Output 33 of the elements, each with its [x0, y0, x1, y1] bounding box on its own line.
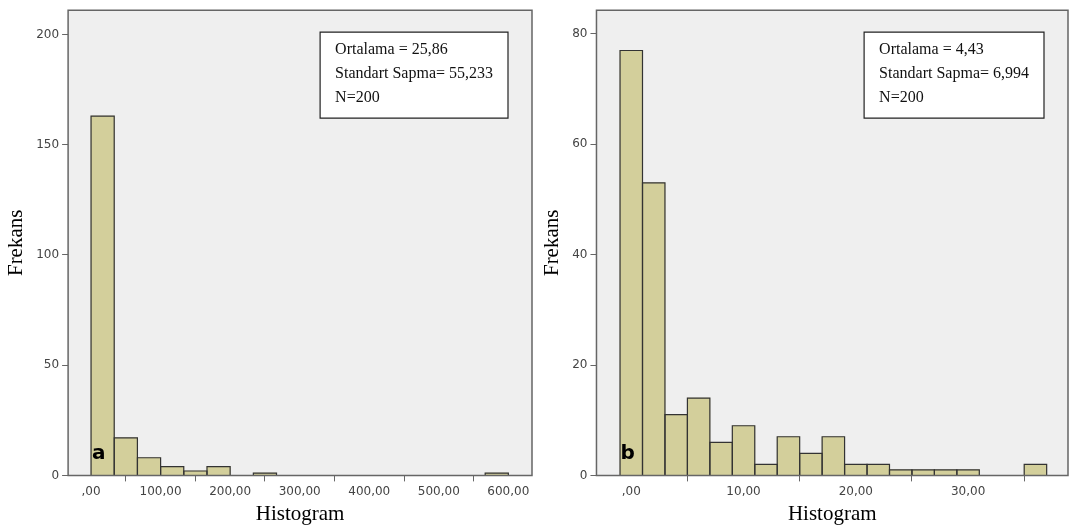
x-tick-label: 30,00 [950, 483, 986, 498]
y-tick-label: 100 [36, 247, 60, 262]
annotation: Ortalama = 4,43 [879, 40, 984, 58]
y-tick-label: 60 [572, 136, 588, 151]
y-tick-label: 40 [572, 246, 588, 261]
y-tick-label: 80 [572, 26, 588, 41]
x-tick-label: 500,00 [417, 483, 460, 498]
y-axis-title: Frekans [539, 209, 564, 277]
annotation: N=200 [335, 88, 380, 106]
annotation: Ortalama = 25,86 [335, 40, 448, 58]
x-tick-label: 200,00 [209, 483, 252, 498]
annotation: b [620, 440, 635, 465]
y-axis-title: Frekans [3, 209, 28, 277]
x-tick-label: 300,00 [278, 483, 321, 498]
x-tick-label: 600,00 [487, 483, 530, 498]
y-tick-label: 0 [51, 467, 60, 482]
y-tick-label: 0 [579, 467, 588, 482]
x-tick-label: 400,00 [348, 483, 391, 498]
x-axis-title: Histogram [787, 500, 877, 525]
annotation: Standart Sapma= 6,994 [879, 64, 1029, 83]
y-tick-label: 20 [572, 357, 588, 372]
y-tick-label: 200 [36, 26, 60, 41]
y-tick-label: 150 [36, 136, 60, 151]
annotation: a [92, 440, 106, 465]
x-tick-label: 100,00 [139, 483, 182, 498]
annotation: N=200 [879, 88, 924, 106]
annotation: Standart Sapma= 55,233 [335, 64, 493, 83]
x-tick-label: ,00 [621, 483, 641, 498]
x-tick-label: ,00 [81, 483, 101, 498]
y-tick-label: 50 [43, 357, 60, 372]
x-tick-label: 10,00 [726, 483, 761, 498]
x-axis-title: Histogram [255, 500, 345, 525]
x-tick-label: 20,00 [838, 483, 873, 498]
